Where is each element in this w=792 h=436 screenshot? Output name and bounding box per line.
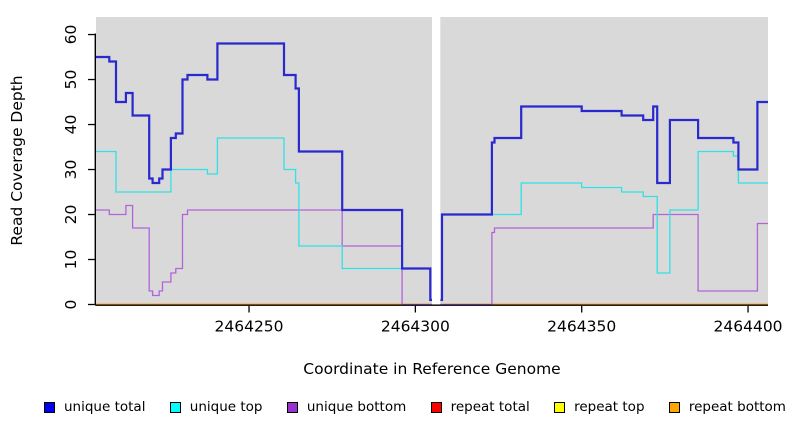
series-line-unique-top	[440, 150, 768, 301]
legend-label-unique-top: unique top	[189, 399, 263, 415]
x-axis-title: Coordinate in Reference Genome	[303, 360, 560, 378]
y-tick-label: 50	[62, 70, 80, 90]
legend-item-unique-total: unique total	[44, 399, 145, 415]
y-tick-label: 60	[62, 25, 80, 45]
legend-swatch-repeat-top	[554, 401, 566, 413]
legend-item-repeat-top: repeat top	[554, 399, 645, 415]
series-line-unique-total	[96, 42, 432, 302]
series-line-unique-total	[440, 100, 768, 302]
legend-swatch-unique-top	[169, 401, 181, 413]
series-line-unique-top	[96, 137, 432, 301]
legend-item-repeat-bottom: repeat bottom	[668, 399, 786, 415]
x-tick-label: 2464300	[381, 318, 450, 336]
legend-swatch-unique-bottom	[286, 401, 298, 413]
legend-swatch-repeat-total	[430, 401, 442, 413]
legend-item-unique-top: unique top	[169, 399, 263, 415]
x-tick-label: 2464250	[215, 318, 284, 336]
chart-legend: unique total unique top unique bottom repea…	[44, 399, 786, 415]
legend-swatch-repeat-bottom	[668, 401, 680, 413]
legend-label-repeat-bottom: repeat bottom	[688, 399, 786, 415]
y-tick-label: 20	[62, 205, 80, 225]
y-tick-label: 10	[62, 250, 80, 270]
legend-item-repeat-total: repeat total	[430, 399, 530, 415]
legend-label-repeat-top: repeat top	[574, 399, 645, 415]
legend-label-repeat-total: repeat total	[450, 399, 530, 415]
legend-swatch-unique-total	[44, 401, 55, 413]
x-tick-label: 2464350	[547, 318, 616, 336]
y-tick-label: 30	[62, 160, 80, 180]
series-line-unique-bottom	[96, 204, 432, 306]
x-tick-label: 2464400	[714, 318, 783, 336]
y-axis-title: Read Coverage Depth	[8, 75, 26, 245]
y-tick-label: 0	[62, 300, 80, 310]
series-line-unique-bottom	[440, 213, 768, 306]
y-tick-label: 40	[62, 115, 80, 135]
legend-label-unique-bottom: unique bottom	[306, 399, 407, 415]
legend-label-unique-total: unique total	[64, 399, 146, 415]
legend-item-unique-bottom: unique bottom	[286, 399, 407, 415]
masked-gap-band	[432, 17, 441, 305]
